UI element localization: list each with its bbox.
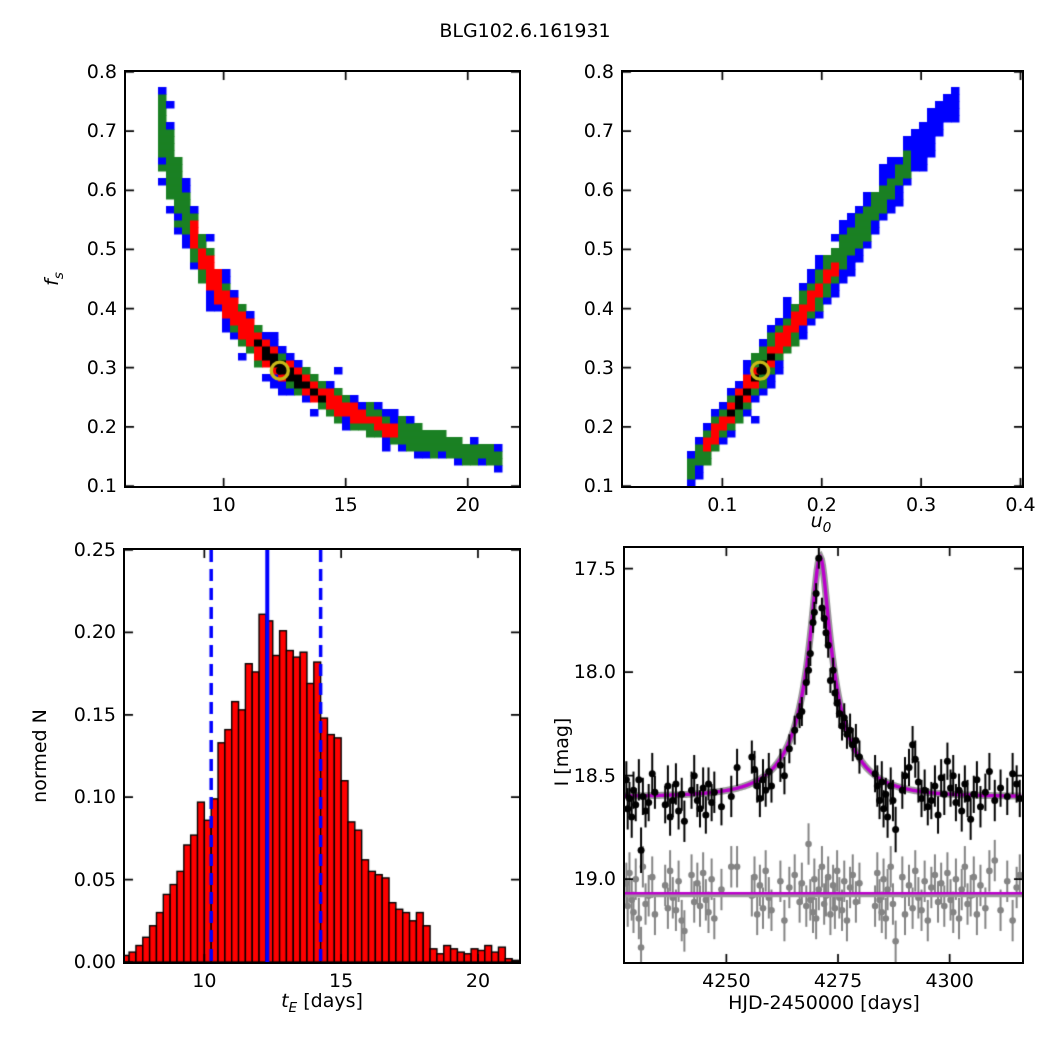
tick-label: 15 [329, 970, 354, 992]
tick-label: 0.3 [583, 356, 614, 379]
tick-label: 4250 [702, 970, 751, 992]
xlabel-hjd: HJD-2450000 [days] [728, 992, 920, 1014]
tick-label: 15 [333, 494, 358, 516]
tick-label: 10 [211, 494, 236, 516]
xlabel-u0: u0 [810, 510, 832, 536]
xlabel-te-days: tE [days] [281, 990, 363, 1016]
tick-label: 0.2 [86, 415, 117, 438]
tick-label: 0.7 [583, 120, 614, 143]
tick-label: 0.1 [583, 475, 614, 497]
tick-label: 0.8 [583, 61, 614, 83]
tick-label: 20 [465, 970, 491, 992]
panel-lightcurve [623, 546, 1024, 964]
tick-label: 0.20 [73, 621, 116, 644]
tick-label: 0.8 [86, 61, 117, 83]
tick-label: 10 [192, 970, 217, 992]
tick-label: 19.0 [573, 868, 616, 891]
tick-label: 0.15 [73, 703, 116, 726]
tick-label: 0.05 [73, 868, 116, 891]
tick-label: 0.6 [583, 179, 614, 202]
tick-label: 0.00 [73, 951, 116, 973]
tick-label: 20 [455, 494, 480, 516]
tick-label: 0.2 [806, 494, 837, 516]
lightcurve-canvas [625, 548, 1022, 962]
tick-label: 0.2 [583, 415, 614, 438]
tick-label: 4300 [925, 970, 974, 992]
tick-label: 0.4 [86, 297, 117, 320]
tick-label: 0.4 [583, 297, 614, 320]
tick-label: 17.5 [573, 557, 616, 580]
ylabel-normed-n: normed N [29, 709, 51, 803]
panel-te-fs [124, 70, 521, 488]
tick-label: 18.5 [573, 764, 616, 787]
tick-label: 0.25 [73, 539, 116, 561]
te-histogram-canvas [125, 550, 519, 962]
panel-u0-fs [621, 70, 1024, 488]
tick-label: 0.1 [707, 494, 738, 516]
ylabel-i-mag: I [mag] [551, 717, 573, 787]
u0-fs-contour-canvas [623, 72, 1022, 486]
tick-label: 0.4 [1005, 494, 1036, 516]
figure-title: BLG102.6.161931 [439, 20, 611, 42]
te-fs-contour-canvas [126, 72, 519, 486]
tick-label: 0.5 [86, 238, 117, 261]
tick-label: 0.5 [583, 238, 614, 261]
tick-label: 0.3 [906, 494, 937, 516]
tick-label: 0.1 [86, 475, 117, 497]
tick-label: 0.3 [86, 356, 117, 379]
panel-te-histogram [123, 548, 521, 964]
ylabel-fs: fs [41, 272, 67, 286]
tick-label: 0.7 [86, 120, 117, 143]
tick-label: 4275 [813, 970, 863, 992]
tick-label: 0.10 [73, 786, 116, 809]
tick-label: 0.6 [86, 179, 117, 202]
tick-label: 18.0 [573, 661, 616, 684]
